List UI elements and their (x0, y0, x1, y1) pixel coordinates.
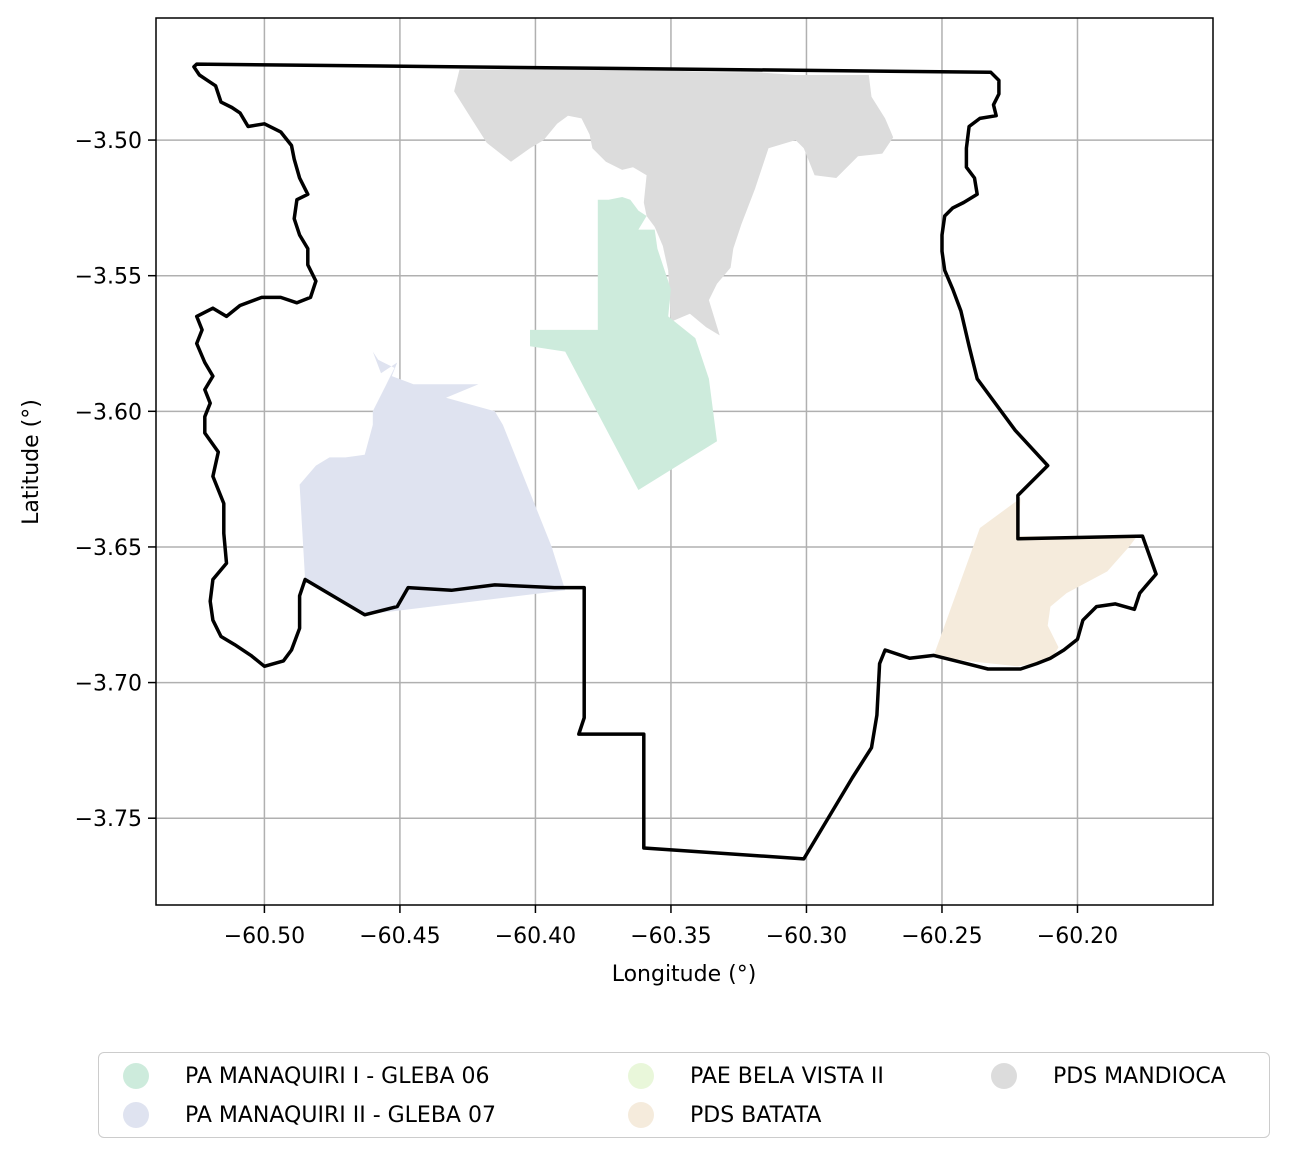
x-tick-label: −60.40 (495, 924, 576, 949)
y-tick-label: −3.60 (75, 400, 142, 425)
area-pa-manaquiri-i-gleba-06 (530, 197, 717, 490)
legend-swatch (628, 1063, 654, 1089)
area-pa-manaquiri-ii-gleba-07 (299, 351, 566, 615)
x-tick-label: −60.45 (359, 924, 440, 949)
legend-item: PA MANAQUIRI II - GLEBA 07 (123, 1100, 496, 1130)
x-tick-label: −60.50 (224, 924, 305, 949)
x-axis-label: Longitude (°) (612, 962, 757, 987)
legend-label: PA MANAQUIRI II - GLEBA 07 (185, 1102, 496, 1128)
axes-frame (155, 17, 1214, 906)
legend-swatch (991, 1063, 1017, 1089)
legend-swatch (628, 1102, 654, 1128)
x-tick-label: −60.35 (630, 924, 711, 949)
x-tick-label: −60.30 (766, 924, 847, 949)
legend-swatch (123, 1102, 149, 1128)
y-tick-label: −3.65 (75, 536, 142, 561)
area-pds-batata (933, 498, 1138, 667)
x-tick-label: −60.25 (901, 924, 982, 949)
area-pds-mandioca (454, 69, 894, 336)
legend-label: PDS BATATA (690, 1102, 822, 1128)
legend-label: PDS MANDIOCA (1053, 1063, 1226, 1089)
legend-item: PDS BATATA (628, 1100, 821, 1130)
y-tick-label: −3.55 (75, 265, 142, 290)
y-tick-label: −3.75 (75, 807, 142, 832)
legend-item: PDS MANDIOCA (991, 1061, 1226, 1091)
y-tick-label: −3.50 (75, 129, 142, 154)
legend: PA MANAQUIRI I - GLEBA 06 PAE BELA VISTA… (98, 1052, 1270, 1138)
municipality-boundary (192, 62, 1158, 861)
y-axis-label: Latitude (°) (19, 399, 44, 525)
x-tick-label: −60.20 (1037, 924, 1118, 949)
legend-item: PAE BELA VISTA II (628, 1061, 884, 1091)
legend-item: PA MANAQUIRI I - GLEBA 06 (123, 1061, 489, 1091)
boundary-outline (192, 62, 1158, 861)
legend-swatch (123, 1063, 149, 1089)
y-tick-label: −3.70 (75, 672, 142, 697)
legend-label: PA MANAQUIRI I - GLEBA 06 (185, 1063, 490, 1089)
ticks: −60.50 −60.45 −60.40 −60.35 −60.30 −60.25 −60.… (75, 129, 1119, 949)
area-polygons (299, 69, 1138, 667)
legend-label: PAE BELA VISTA II (690, 1063, 884, 1089)
